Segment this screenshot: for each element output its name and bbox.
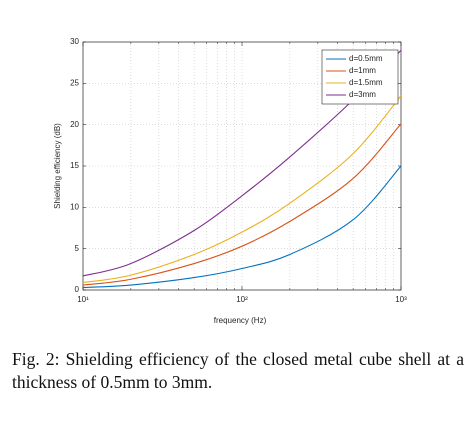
y-axis-label: Shielding efficiency (dB)	[53, 123, 62, 209]
series-line	[82, 123, 402, 286]
x-tick-label: 10¹	[77, 295, 89, 304]
legend-label: d=1mm	[349, 66, 376, 75]
x-tick-label: 10²	[236, 295, 248, 304]
y-tick-label: 15	[70, 161, 79, 170]
y-tick-label: 30	[70, 37, 79, 46]
series-line	[82, 165, 402, 289]
series-line	[82, 95, 402, 284]
legend-label: d=3mm	[349, 90, 376, 99]
legend: d=0.5mm d=1mm d=1.5mm d=3mm	[321, 49, 399, 105]
y-tick-label: 10	[70, 202, 79, 211]
y-tick-label: 25	[70, 78, 79, 87]
y-tick-label: 5	[75, 244, 80, 253]
y-tick-label: 0	[75, 285, 80, 294]
legend-label: d=1.5mm	[349, 78, 383, 87]
x-axis-label: frequency (Hz)	[214, 316, 267, 325]
x-tick-label: 10³	[395, 295, 407, 304]
legend-label: d=0.5mm	[349, 54, 383, 63]
chart: frequency (Hz) Shielding efficiency (dB)…	[53, 37, 407, 325]
caption: Fig. 2: Shielding efficiency of the clos…	[12, 349, 464, 392]
y-tick-label: 20	[70, 120, 79, 129]
